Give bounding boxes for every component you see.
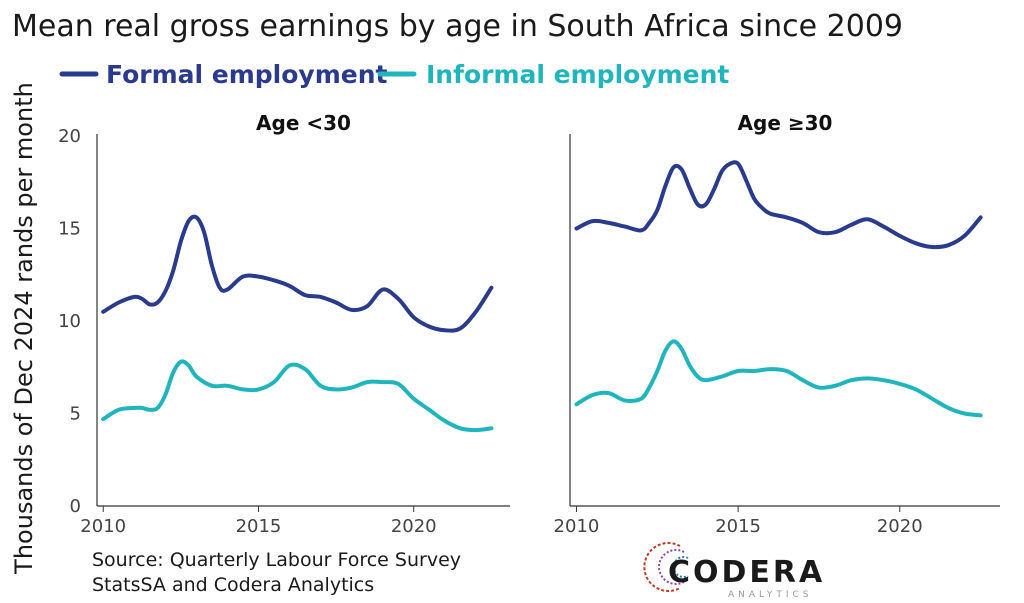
x-tick-label: 2015 bbox=[715, 516, 761, 537]
x-tick-label: 2020 bbox=[391, 516, 437, 537]
legend-label-informal: Informal employment bbox=[426, 60, 729, 89]
series-line-formal bbox=[574, 160, 983, 250]
panel-title: Age ≥30 bbox=[738, 111, 833, 135]
y-tick-label: 5 bbox=[70, 404, 81, 425]
panel-age-30-plus: Age ≥30 2010 2015 2020 bbox=[554, 111, 1000, 537]
source-line-2: StatsSA and Codera Analytics bbox=[92, 574, 374, 596]
logo-wordmark: CODERA bbox=[668, 555, 825, 590]
x-tick-label: 2010 bbox=[554, 516, 600, 537]
chart-title: Mean real gross earnings by age in South… bbox=[12, 9, 903, 44]
series-line-informal bbox=[574, 339, 983, 418]
y-axis-label: Thousands of Dec 2024 rands per month bbox=[10, 82, 38, 575]
y-tick-label: 0 bbox=[70, 496, 81, 517]
x-tick-label: 2015 bbox=[236, 516, 282, 537]
legend: Formal employment Informal employment bbox=[59, 60, 729, 89]
codera-logo: CODERA ANALYTICS bbox=[643, 542, 825, 600]
legend-label-formal: Formal employment bbox=[106, 60, 388, 89]
y-tick-label: 15 bbox=[58, 219, 81, 240]
x-tick-label: 2020 bbox=[877, 516, 923, 537]
y-tick-label: 20 bbox=[58, 126, 81, 147]
panel-age-under-30: Age <30 0 5 10 15 20 2010 2015 2020 bbox=[58, 111, 510, 537]
logo-mark-icon bbox=[643, 542, 689, 592]
series-line-formal bbox=[101, 214, 494, 333]
series-line-informal bbox=[101, 359, 494, 433]
x-tick-label: 2010 bbox=[80, 516, 126, 537]
source-line-1: Source: Quarterly Labour Force Survey bbox=[92, 549, 461, 571]
logo-subtitle: ANALYTICS bbox=[728, 590, 813, 600]
panel-title: Age <30 bbox=[256, 111, 351, 135]
y-tick-label: 10 bbox=[58, 311, 81, 332]
